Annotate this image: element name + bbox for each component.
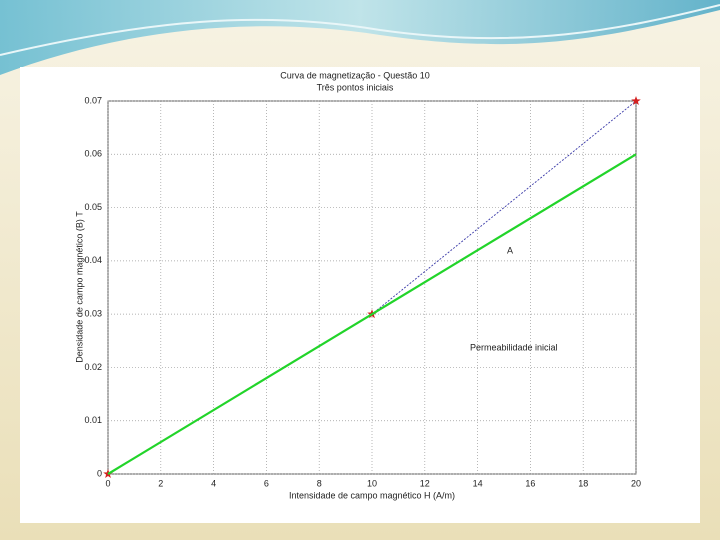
y-axis-label: Densidade de campo magnético (B) T	[74, 211, 84, 363]
wave-line	[0, 4, 720, 56]
x-tick-label: 18	[578, 478, 588, 488]
annotation: A	[507, 245, 513, 255]
chart-title: Curva de magnetização - Questão 10	[280, 70, 430, 80]
annotation: Permeabilidade inicial	[470, 342, 558, 352]
x-tick-label: 12	[420, 478, 430, 488]
y-tick-label: 0.05	[84, 202, 102, 212]
x-tick-label: 8	[317, 478, 322, 488]
x-tick-label: 20	[631, 478, 641, 488]
y-tick-label: 0.06	[84, 149, 102, 159]
y-tick-label: 0.02	[84, 362, 102, 372]
x-tick-label: 14	[473, 478, 483, 488]
chart-panel	[20, 67, 700, 523]
wave-decoration	[0, 0, 720, 75]
x-tick-label: 16	[525, 478, 535, 488]
x-tick-label: 6	[264, 478, 269, 488]
point-marker	[631, 96, 641, 105]
x-tick-label: 0	[105, 478, 110, 488]
x-tick-label: 4	[211, 478, 216, 488]
y-tick-label: 0.03	[84, 309, 102, 319]
y-tick-label: 0.01	[84, 415, 102, 425]
chart-subtitle: Três pontos iniciais	[317, 82, 394, 92]
y-tick-label: 0.04	[84, 255, 102, 265]
y-tick-label: 0	[97, 468, 102, 478]
series-line	[107, 153, 637, 475]
y-tick-label: 0.07	[84, 95, 102, 105]
x-tick-label: 10	[367, 478, 377, 488]
x-tick-label: 2	[158, 478, 163, 488]
x-axis-label: Intensidade de campo magnético H (A/m)	[289, 490, 455, 500]
